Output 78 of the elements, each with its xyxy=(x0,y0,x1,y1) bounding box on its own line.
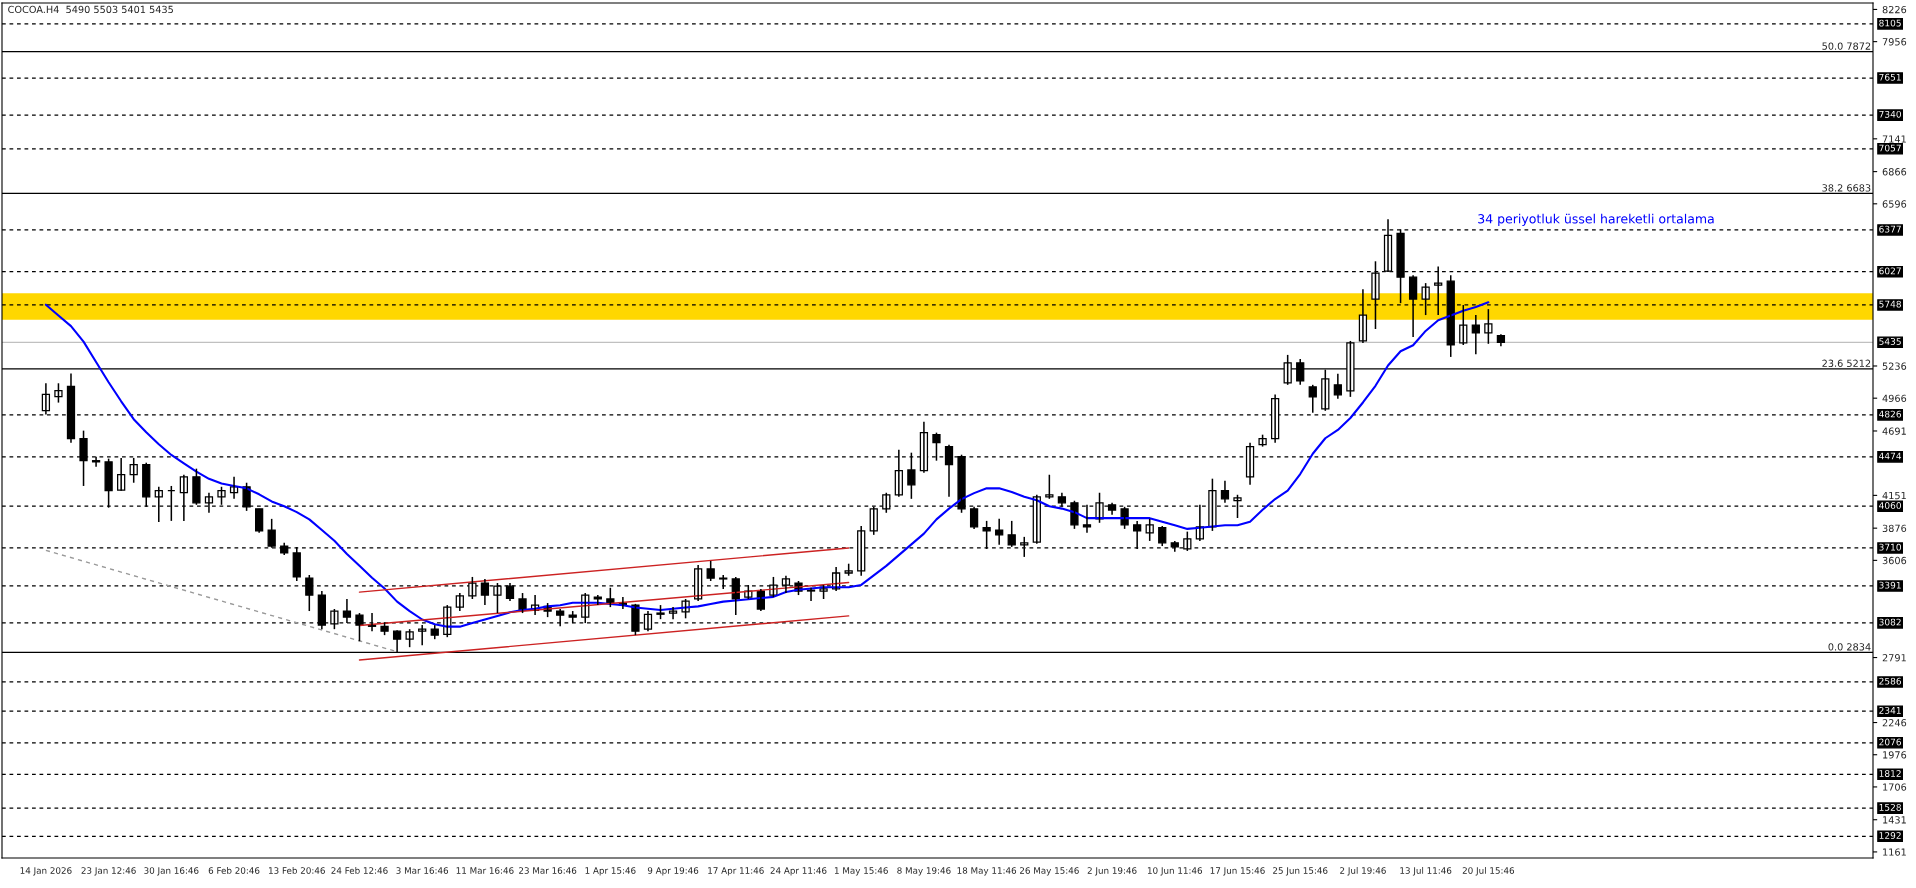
y-tick-label: 7141 xyxy=(1882,135,1906,143)
candlestick xyxy=(957,453,966,514)
ref-line-label: 7651 xyxy=(1879,73,1901,81)
x-tick-label: 25 Jun 15:46 xyxy=(1273,867,1328,876)
y-tick-label: 2791 xyxy=(1882,654,1906,662)
ref-line-label: 0.0 2834 xyxy=(1828,643,1871,651)
x-tick-label: 24 Feb 12:46 xyxy=(331,867,388,874)
ref-line-label: 5435 xyxy=(1879,338,1901,345)
ref-line-label: 8105 xyxy=(1879,19,1901,27)
y-tick-label: 4691 xyxy=(1882,427,1906,435)
y-tick-label: 1431 xyxy=(1883,816,1906,824)
x-tick-label: 18 May 11:46 xyxy=(957,867,1017,876)
x-tick-label: 17 Apr 11:46 xyxy=(708,867,764,876)
y-tick-label: 7956 xyxy=(1882,38,1907,46)
ref-line-label: 6377 xyxy=(1879,225,1901,233)
ref-line-label: 1528 xyxy=(1879,803,1901,811)
line-series xyxy=(44,301,1490,628)
candlestick xyxy=(1045,473,1054,500)
ref-line-label: 4474 xyxy=(1879,452,1902,460)
x-tick-label: 10 Jun 11:46 xyxy=(1147,867,1203,876)
y-tick-label: 6866 xyxy=(1882,168,1907,176)
y-tick-label: 5236 xyxy=(1882,362,1907,370)
ref-line-label: 7340 xyxy=(1879,110,1901,118)
x-tick-label: 8 May 19:46 xyxy=(897,867,951,876)
ref-line-label: 3710 xyxy=(1879,543,1901,551)
x-tick-label: 9 Apr 19:46 xyxy=(647,867,699,876)
ref-line-label: 23.6 5212 xyxy=(1822,359,1871,367)
ref-line-label: 6027 xyxy=(1879,267,1901,275)
y-tick-label: 1706 xyxy=(1883,783,1907,791)
ref-line-label: 3082 xyxy=(1879,618,1901,626)
ref-line-label: 2341 xyxy=(1879,707,1901,714)
y-tick-label: 4151 xyxy=(1882,491,1906,500)
candlestick xyxy=(405,628,414,648)
candlestick xyxy=(668,606,678,620)
candlestick xyxy=(706,560,715,582)
y-tick-label: 4966 xyxy=(1882,394,1907,403)
x-tick-label: 30 Jan 16:46 xyxy=(144,867,199,876)
ref-line-label: 7057 xyxy=(1879,144,1901,152)
ref-line-label: 4826 xyxy=(1879,410,1902,418)
x-tick-label: 17 Jun 15:46 xyxy=(1210,867,1265,876)
ref-line-label: 1812 xyxy=(1879,770,1901,777)
x-tick-label: 2 Jun 19:46 xyxy=(1087,867,1137,876)
x-tick-label: 24 Apr 11:46 xyxy=(770,867,827,876)
x-tick-label: 13 Jul 11:46 xyxy=(1400,867,1452,876)
candlestick xyxy=(217,486,226,506)
ref-line-label: 50.0 7872 xyxy=(1822,42,1871,50)
x-tick-label: 2 Jul 19:46 xyxy=(1340,867,1386,876)
y-tick-label: 1161 xyxy=(1883,848,1906,856)
ref-line-label: 2076 xyxy=(1879,738,1902,746)
x-tick-label: 3 Mar 16:46 xyxy=(396,867,449,874)
x-tick-label: 20 Jul 15:46 xyxy=(1462,867,1515,876)
candlestick xyxy=(1484,308,1493,345)
ref-line-label: 1292 xyxy=(1879,832,1901,839)
y-tick-label: 6596 xyxy=(1882,200,1907,208)
y-tick-label: 3606 xyxy=(1882,556,1907,565)
candlestick xyxy=(54,382,63,404)
x-tick-label: 1 May 15:46 xyxy=(834,867,888,876)
x-tick-label: 26 May 15:46 xyxy=(1019,867,1079,876)
candlestick xyxy=(593,594,602,606)
ref-line-label: 3391 xyxy=(1879,581,1901,589)
x-tick-label: 1 Apr 15:46 xyxy=(585,867,636,876)
x-tick-label: 23 Jan 12:46 xyxy=(81,867,136,876)
y-tick-label: 8226 xyxy=(1882,5,1907,14)
ref-line-label: 4060 xyxy=(1879,502,1901,509)
y-tick-label: 2246 xyxy=(1882,719,1907,727)
x-tick-label: 13 Feb 20:46 xyxy=(269,867,325,874)
chart-title: COCOA.H4 5490 5503 5401 5435 xyxy=(8,5,173,14)
x-tick-label: 6 Feb 20:46 xyxy=(208,867,260,874)
ref-line-label: 5748 xyxy=(1879,300,1901,308)
y-tick-label: 3876 xyxy=(1882,524,1907,532)
x-tick-label: 14 Jan 2026 xyxy=(20,867,72,876)
candlestick xyxy=(606,587,615,608)
ref-line-label: 38.2 6683 xyxy=(1822,184,1871,192)
x-tick-label: 11 Mar 16:46 xyxy=(456,867,514,874)
text: 34 periyotluk üssel hareketli ortalama xyxy=(1478,213,1714,226)
ref-line-label: 2586 xyxy=(1879,677,1902,685)
y-tick-label: 1976 xyxy=(1883,751,1907,759)
x-tick-label: 23 Mar 16:46 xyxy=(519,867,577,874)
